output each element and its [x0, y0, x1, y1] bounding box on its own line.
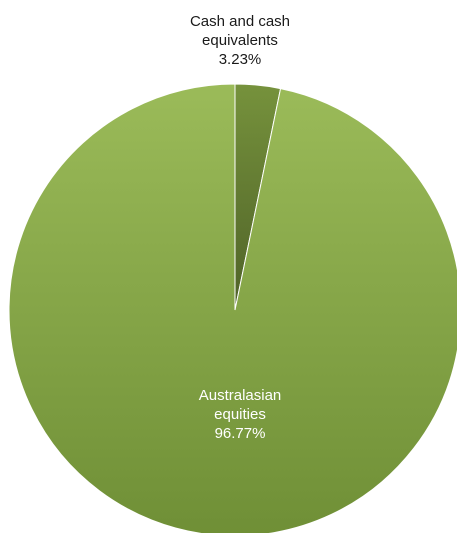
slice-category-label: Cash and cash — [190, 13, 290, 30]
pie-labels: Cash and cash equivalents 3.23% Australasia… — [190, 13, 290, 442]
slice-label-1: Cash and cash equivalents 3.23% — [190, 13, 290, 68]
slice-category-label: Australasian — [199, 387, 282, 404]
slice-percent-label: 3.23% — [219, 51, 262, 68]
pie-slice-2 — [8, 83, 457, 533]
slice-category-label: equivalents — [202, 32, 278, 49]
slice-label-2: Australasian equities 96.77% — [199, 387, 282, 442]
slice-category-label: equities — [214, 406, 266, 423]
slice-percent-label: 96.77% — [215, 425, 266, 442]
pie-slices — [8, 83, 457, 533]
